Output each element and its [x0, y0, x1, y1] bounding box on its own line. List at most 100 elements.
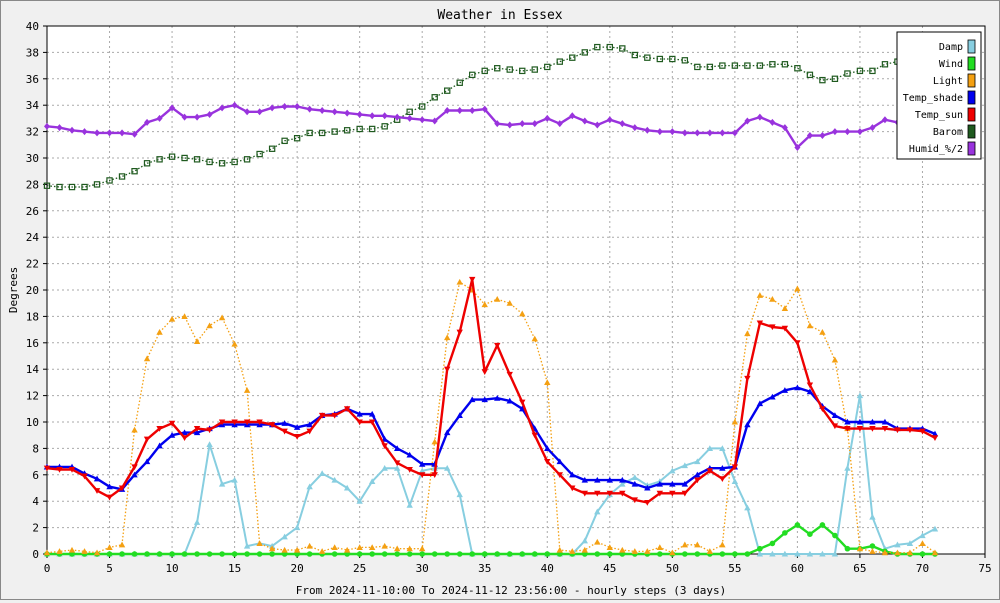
- data-point: [631, 51, 639, 59]
- data-point: [381, 112, 388, 120]
- data-point: [106, 177, 113, 184]
- data-point: [731, 129, 738, 137]
- data-point: [206, 158, 213, 166]
- y-tick-label: 8: [32, 442, 39, 455]
- data-point: [56, 466, 63, 473]
- y-tick-label: 34: [26, 99, 40, 112]
- data-point: [181, 113, 188, 121]
- y-tick-label: 18: [26, 310, 39, 323]
- data-point: [181, 154, 188, 162]
- data-point: [243, 156, 251, 163]
- data-point: [469, 396, 476, 403]
- data-point: [256, 108, 263, 116]
- y-tick-label: 2: [32, 522, 39, 535]
- data-point: [844, 418, 851, 425]
- data-point: [344, 109, 351, 117]
- data-point: [569, 112, 576, 120]
- y-tick-label: 26: [26, 205, 39, 218]
- data-point: [356, 544, 363, 550]
- data-point: [919, 540, 926, 546]
- data-point: [368, 125, 376, 133]
- data-point: [869, 548, 876, 554]
- legend-swatch: [967, 124, 976, 139]
- data-point: [306, 551, 313, 557]
- data-point: [794, 285, 801, 292]
- data-point: [293, 546, 301, 553]
- data-point: [469, 276, 476, 283]
- data-point: [269, 104, 276, 112]
- data-point: [781, 305, 789, 312]
- data-point: [719, 445, 726, 451]
- data-point: [94, 129, 101, 137]
- data-point: [168, 315, 176, 322]
- data-point: [544, 459, 551, 465]
- data-point: [769, 118, 776, 126]
- x-tick-label: 60: [791, 562, 804, 575]
- data-point: [218, 480, 226, 487]
- data-point: [168, 432, 176, 438]
- data-point: [318, 129, 326, 137]
- data-point: [756, 292, 764, 298]
- data-point: [469, 71, 476, 79]
- data-point: [406, 114, 413, 122]
- data-point: [831, 550, 839, 557]
- data-point: [156, 329, 163, 335]
- data-point: [206, 551, 213, 557]
- data-point: [556, 458, 563, 465]
- data-point: [206, 441, 213, 447]
- data-point: [619, 476, 626, 483]
- x-tick-label: 65: [853, 562, 866, 575]
- data-point: [606, 544, 613, 550]
- data-point: [494, 120, 501, 128]
- data-point: [256, 419, 263, 426]
- data-point: [819, 406, 826, 412]
- y-tick-label: 16: [26, 337, 39, 350]
- data-point: [231, 101, 238, 109]
- data-point: [681, 57, 689, 64]
- data-point: [331, 476, 338, 483]
- data-point: [331, 544, 338, 550]
- data-point: [656, 55, 664, 63]
- data-point: [293, 524, 301, 531]
- data-point: [293, 433, 301, 440]
- data-point: [806, 382, 814, 389]
- data-point: [794, 143, 801, 151]
- data-point: [906, 540, 914, 546]
- data-point: [181, 435, 188, 442]
- data-point: [569, 54, 576, 61]
- data-point: [406, 466, 413, 473]
- data-point: [231, 419, 238, 426]
- data-point: [456, 329, 463, 336]
- data-point: [756, 400, 764, 407]
- data-point: [406, 451, 413, 458]
- data-point: [456, 551, 463, 557]
- data-point: [594, 551, 601, 557]
- data-point: [831, 128, 838, 136]
- data-point: [594, 121, 601, 129]
- data-point: [744, 375, 751, 382]
- data-point: [143, 436, 151, 443]
- data-point: [869, 124, 876, 132]
- data-point: [481, 551, 488, 557]
- data-point: [719, 465, 726, 471]
- data-point: [494, 296, 501, 302]
- data-point: [719, 129, 726, 137]
- data-point: [281, 420, 288, 426]
- data-point: [781, 61, 789, 68]
- data-point: [494, 342, 501, 349]
- data-point: [331, 108, 338, 116]
- data-point: [669, 128, 676, 136]
- data-point: [731, 478, 739, 484]
- data-point: [556, 546, 563, 553]
- data-point: [444, 334, 451, 341]
- data-point: [881, 116, 888, 124]
- data-point: [368, 478, 376, 484]
- x-tick-label: 70: [916, 562, 929, 575]
- data-point: [782, 530, 788, 536]
- data-point: [694, 551, 701, 557]
- data-point: [881, 426, 889, 432]
- data-point: [118, 173, 126, 180]
- data-point: [644, 126, 651, 134]
- data-point: [156, 442, 163, 449]
- data-point: [281, 137, 288, 145]
